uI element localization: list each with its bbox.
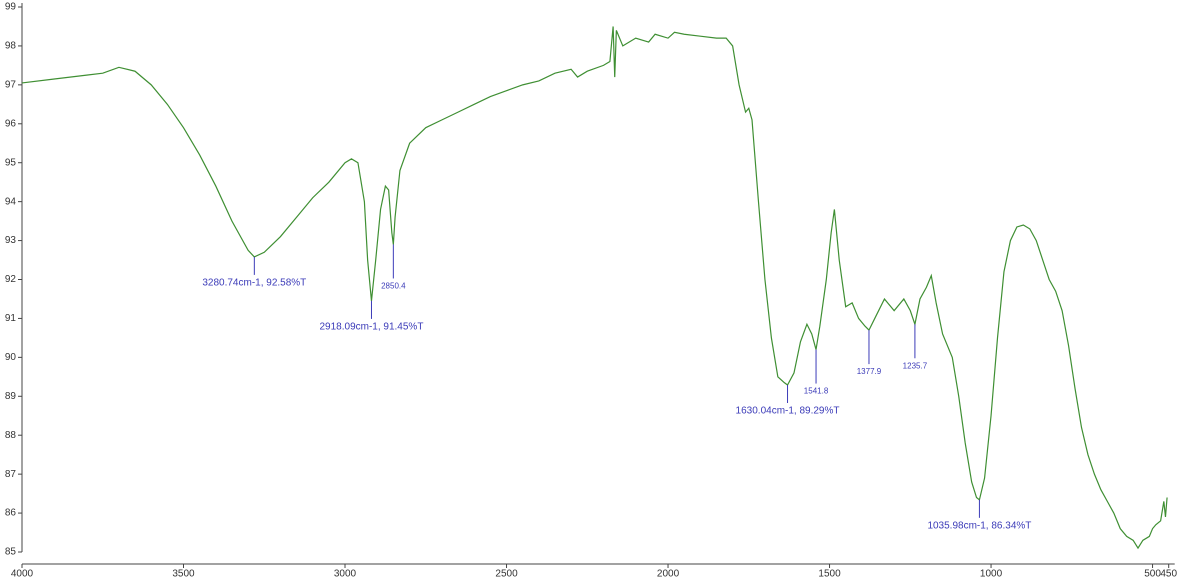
peak-label: 1035.98cm-1, 86.34%T [927, 520, 1031, 531]
y-tick-label: 94 [5, 196, 17, 207]
y-tick-label: 91 [5, 313, 17, 324]
x-tick-label: 2000 [657, 569, 680, 580]
y-tick-label: 98 [5, 41, 17, 52]
y-tick-label: 97 [5, 79, 17, 90]
x-tick-label: 1000 [980, 569, 1003, 580]
y-tick-label: 86 [5, 508, 17, 519]
x-tick-label: 450 [1160, 569, 1177, 580]
x-tick-label: 3000 [334, 569, 357, 580]
y-tick-label: 87 [5, 469, 17, 480]
y-tick-label: 93 [5, 235, 17, 246]
y-tick-label: 90 [5, 352, 17, 363]
y-tick-label: 96 [5, 118, 17, 129]
x-tick-label: 500 [1144, 569, 1161, 580]
peak-label: 1377.9 [857, 367, 882, 376]
y-tick-label: 89 [5, 391, 17, 402]
peak-label: 1630.04cm-1, 89.29%T [736, 406, 840, 417]
y-tick-label: 99 [5, 2, 17, 13]
x-tick-label: 4000 [11, 569, 34, 580]
peak-label: 2850.4 [381, 282, 406, 291]
y-tick-label: 88 [5, 430, 17, 441]
spectrum-line [21, 26, 1168, 550]
y-tick-label: 92 [5, 274, 17, 285]
peak-label: 1541.8 [804, 387, 829, 396]
x-tick-label: 3500 [172, 569, 195, 580]
y-tick-label: 85 [5, 547, 17, 558]
x-tick-label: 1500 [818, 569, 841, 580]
peak-label: 3280.74cm-1, 92.58%T [202, 278, 306, 289]
y-tick-label: 95 [5, 157, 17, 168]
x-tick-label: 2500 [495, 569, 518, 580]
peak-label: 2918.09cm-1, 91.45%T [319, 322, 423, 333]
peak-label: 1235.7 [903, 361, 928, 370]
